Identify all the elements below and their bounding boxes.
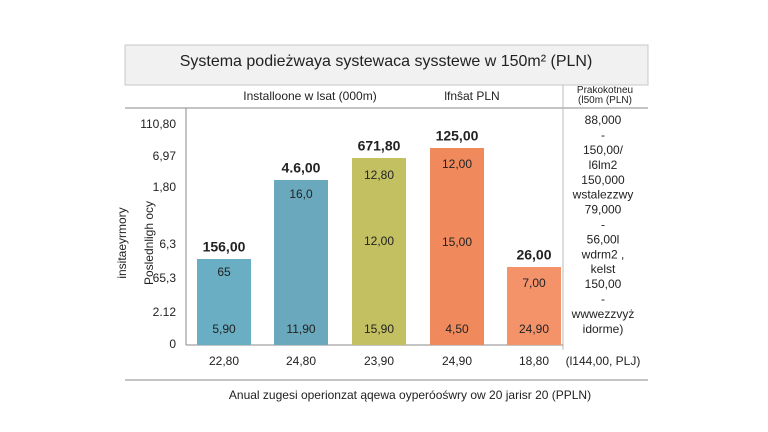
bar-top-label: 671,80 (358, 138, 401, 154)
bar-top-label: 125,00 (436, 128, 479, 144)
bar-inner-label: 12,00 (442, 157, 472, 171)
side-note: wdrm2 , (581, 247, 625, 261)
side-note: - (601, 217, 605, 231)
bar (274, 180, 328, 345)
x-label: 18,80 (519, 354, 549, 368)
side-note: 88,000 (585, 113, 622, 127)
y-tick-label: 6,97 (153, 149, 177, 163)
bar-inner-label: 16,0 (289, 187, 313, 201)
side-note: - (601, 128, 605, 142)
bar-inner-label: 12,00 (364, 234, 394, 248)
side-note: l6lm2 (589, 158, 618, 172)
bar-top-label: 156,00 (203, 239, 246, 255)
chart-title: Systema podieżwaya systewaca sysstewe w … (180, 53, 593, 70)
column-header: Installoone w lsat (000m) (243, 89, 376, 103)
y-tick-label: 110,80 (140, 117, 176, 131)
bar-inner-label: 11,90 (286, 322, 315, 336)
footer: Anual zugesi operionzat ąqewa oyperóośwr… (229, 388, 591, 402)
bar-inner-label: 15,90 (364, 322, 394, 336)
bar-inner-label: 7,00 (522, 276, 546, 290)
x-label: 22,80 (209, 354, 239, 368)
x-label: 24,90 (442, 354, 472, 368)
bar (507, 267, 561, 345)
bar-inner-label: 15,00 (442, 235, 472, 249)
bar (430, 148, 484, 345)
bar (352, 158, 406, 345)
side-note: wstalezzwy (572, 188, 634, 202)
side-note: kelst (591, 262, 616, 276)
side-x-label: (l144,00, PLJ) (566, 354, 641, 368)
side-header-box: Prakokotneu (l50m (PLN) (576, 86, 634, 106)
side-note: 79,000 (585, 203, 622, 217)
side-note: wwwezzvyż (571, 307, 635, 321)
bar-inner-label: 24,90 (519, 322, 549, 336)
side-note: 150,00 (585, 277, 622, 291)
bar-inner-label: 5,90 (212, 322, 236, 336)
bar-top-label: 26,00 (516, 247, 551, 263)
bar-inner-label: 65 (217, 265, 231, 279)
side-note: 150,00/ (583, 143, 624, 157)
y-tick-label: 2.12 (153, 305, 177, 319)
y-axis-title: Poslednligh ocy (142, 201, 156, 285)
column-header: lfnŝat PLN (444, 89, 499, 103)
bar-top-label: 4.6,00 (282, 160, 321, 176)
y-tick-label: 65,3 (153, 271, 177, 285)
bar-inner-label: 4,50 (445, 322, 469, 336)
y-tick-label: 0 (169, 337, 176, 351)
y-tick-label: 6,3 (159, 237, 176, 251)
y-tick-label: 1,80 (153, 180, 177, 194)
bar-inner-label: 12,80 (364, 168, 394, 182)
x-label: 24,80 (286, 354, 316, 368)
side-note: - (601, 292, 605, 306)
x-label: 23,90 (364, 354, 394, 368)
side-note: 56,00l (587, 232, 620, 246)
side-header: Prakokotneu (l50m (PLN) (576, 86, 634, 106)
title-band (124, 44, 649, 86)
bar (197, 259, 251, 345)
side-note: idorme) (583, 322, 624, 336)
y-axis-title: insitaeyrmory (115, 207, 129, 278)
side-note: 150,000 (581, 173, 625, 187)
